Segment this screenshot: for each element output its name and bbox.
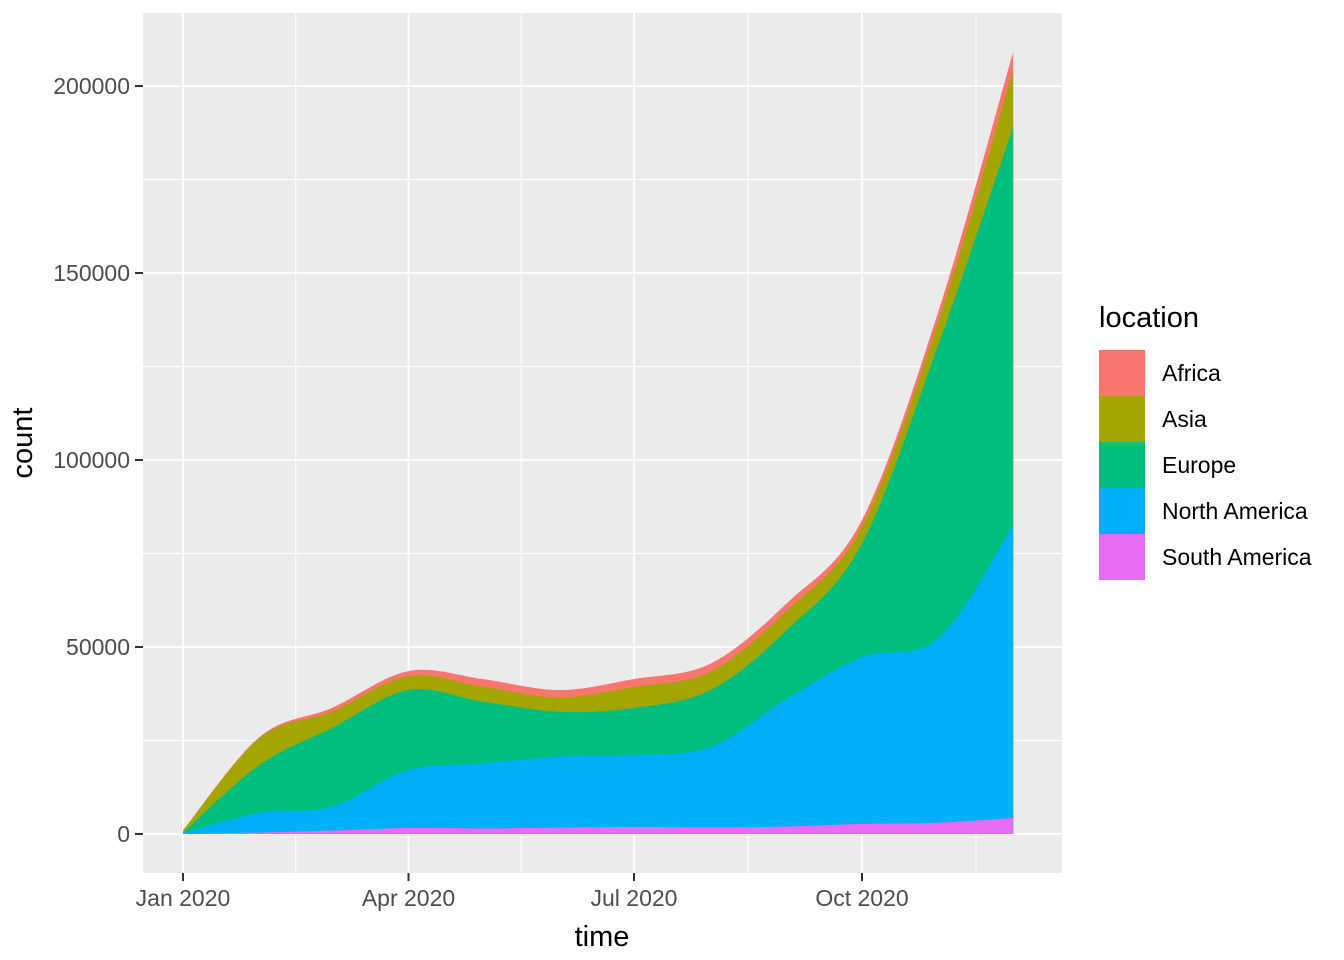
legend-item-europe: Europe bbox=[1099, 442, 1312, 488]
x-tick-label: Jul 2020 bbox=[591, 885, 678, 911]
x-tick-label: Apr 2020 bbox=[362, 885, 455, 911]
area-series-group bbox=[183, 51, 1014, 835]
x-axis-title: time bbox=[575, 921, 630, 953]
x-tick-label: Oct 2020 bbox=[815, 885, 908, 911]
y-tick-labels: 0 50000 100000 150000 200000 bbox=[53, 73, 130, 847]
y-tick-label: 0 bbox=[117, 821, 130, 847]
y-tick-label: 150000 bbox=[53, 260, 130, 286]
legend-swatch-europe bbox=[1099, 442, 1145, 488]
legend-swatch-africa bbox=[1099, 350, 1145, 396]
legend-label-asia: Asia bbox=[1162, 405, 1207, 432]
legend-label-europe: Europe bbox=[1162, 451, 1237, 478]
legend-swatch-south-america bbox=[1099, 534, 1145, 580]
legend-swatch-north-america bbox=[1099, 488, 1145, 534]
y-axis-title: count bbox=[7, 408, 39, 479]
legend-swatch-asia bbox=[1099, 396, 1145, 442]
legend-item-south-america: South America bbox=[1099, 534, 1312, 580]
legend-item-asia: Asia bbox=[1099, 396, 1312, 442]
area-north-america bbox=[183, 525, 1014, 834]
legend-label-africa: Africa bbox=[1162, 359, 1221, 386]
legend: location Africa Asia Europe North Americ… bbox=[1099, 301, 1312, 580]
y-tick-label: 100000 bbox=[53, 447, 130, 473]
legend-title: location bbox=[1099, 302, 1199, 334]
legend-item-africa: Africa bbox=[1099, 350, 1312, 396]
axis-ticks bbox=[135, 85, 863, 881]
plot-panel: Jan 2020 Apr 2020 Jul 2020 Oct 2020 0 50000 10… bbox=[53, 13, 1062, 911]
x-tick-labels: Jan 2020 Apr 2020 Jul 2020 Oct 2020 bbox=[136, 885, 909, 911]
area-south-america bbox=[183, 817, 1014, 834]
x-tick-label: Jan 2020 bbox=[136, 885, 231, 911]
y-tick-label: 200000 bbox=[53, 73, 130, 99]
legend-label-south-america: South America bbox=[1162, 543, 1312, 570]
legend-item-north-america: North America bbox=[1099, 488, 1312, 534]
y-tick-label: 50000 bbox=[66, 634, 130, 660]
area-europe bbox=[183, 127, 1014, 834]
legend-label-north-america: North America bbox=[1162, 497, 1308, 524]
